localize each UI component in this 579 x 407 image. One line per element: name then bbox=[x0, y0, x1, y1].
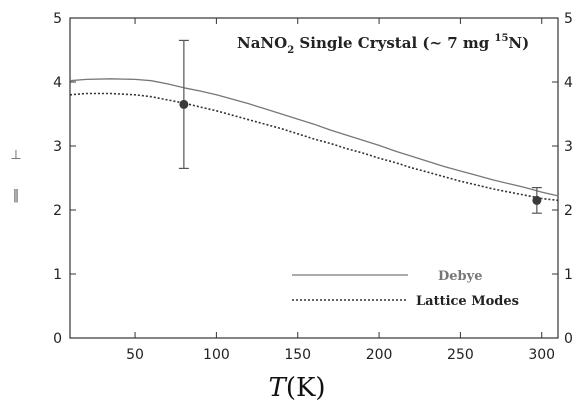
y-axis-label: ⊥ ‖ bbox=[10, 148, 21, 203]
title-middle: Single Crystal (~ 7 mg bbox=[294, 34, 494, 52]
y-axis-label-parallel: ‖ bbox=[13, 188, 20, 203]
series-line-debye bbox=[69, 78, 559, 197]
title-subscript: 2 bbox=[287, 45, 294, 56]
data-points bbox=[178, 39, 542, 214]
y-tick-label-left: 4 bbox=[53, 75, 62, 91]
x-tick-label: 250 bbox=[447, 347, 474, 363]
title-suffix: N) bbox=[508, 34, 529, 52]
y-tick-label-right: 5 bbox=[564, 11, 573, 27]
x-tick-label: 100 bbox=[203, 347, 230, 363]
axes: 50 100 150 200 250 300 0 0 1 1 2 2 3 3 4 4 5 5 bbox=[53, 11, 573, 363]
x-tick-label: 150 bbox=[284, 347, 311, 363]
y-tick-label-right: 1 bbox=[564, 267, 573, 283]
x-axis-label-symbol: T bbox=[268, 373, 287, 403]
legend: Debye Lattice Modes bbox=[292, 269, 519, 309]
y-tick-label-left: 5 bbox=[53, 11, 62, 27]
x-tick-label: 50 bbox=[126, 347, 144, 363]
y-tick-label-left: 2 bbox=[53, 203, 62, 219]
series-layer bbox=[69, 78, 559, 202]
y-tick-label-left: 1 bbox=[53, 267, 62, 283]
y-tick-label-right: 0 bbox=[564, 331, 573, 347]
y-tick-label-left: 3 bbox=[53, 139, 62, 155]
y-axis-label-perp: ⊥ bbox=[10, 148, 21, 163]
title-superscript: 15 bbox=[495, 33, 509, 44]
y-tick-label-right: 2 bbox=[564, 203, 573, 219]
legend-label-lattice-modes: Lattice Modes bbox=[416, 294, 519, 309]
chart-title: NaNO2 Single Crystal (~ 7 mg 15N) bbox=[237, 33, 529, 56]
x-axis-label-unit: (K) bbox=[286, 373, 326, 403]
data-point bbox=[532, 195, 542, 205]
y-tick-label-left: 0 bbox=[53, 331, 62, 347]
legend-label-debye: Debye bbox=[438, 269, 482, 284]
series-line-lattice-modes bbox=[69, 92, 559, 202]
x-axis-label: T(K) bbox=[268, 373, 325, 403]
y-tick-label-right: 4 bbox=[564, 75, 573, 91]
x-tick-label: 200 bbox=[366, 347, 393, 363]
plot-frame bbox=[69, 17, 559, 339]
y-tick-label-right: 3 bbox=[564, 139, 573, 155]
x-tick-label: 300 bbox=[528, 347, 555, 363]
title-prefix: NaNO bbox=[237, 34, 287, 52]
data-point bbox=[179, 99, 189, 109]
